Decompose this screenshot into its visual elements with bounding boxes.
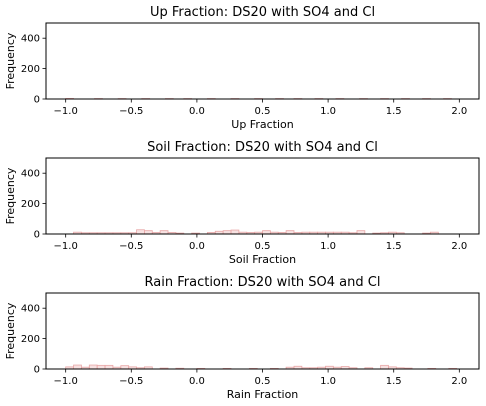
y-tick-label: 400 [21, 169, 40, 180]
chart-title: Rain Fraction: DS20 with SO4 and Cl [145, 275, 381, 290]
y-tick-label: 0 [34, 365, 40, 376]
histogram-bar [137, 230, 145, 234]
y-tick-label: 200 [21, 199, 40, 210]
y-tick-label: 200 [21, 334, 40, 345]
x-tick-label: −0.5 [119, 376, 143, 387]
y-tick-label: 0 [34, 230, 40, 241]
histogram-bar [89, 365, 97, 369]
y-axis-label: Frequency [4, 32, 17, 89]
histogram-bar [357, 231, 365, 234]
y-tick-label: 400 [21, 304, 40, 315]
x-tick-label: 1.5 [386, 241, 402, 252]
chart-title: Soil Fraction: DS20 with SO4 and Cl [147, 140, 378, 155]
histogram-bar [223, 231, 231, 234]
x-tick-label: 2.0 [451, 241, 467, 252]
y-axis-label: Frequency [4, 167, 17, 224]
histogram-bar [286, 231, 294, 234]
x-tick-label: 1.5 [386, 376, 402, 387]
histogram-bar [263, 231, 271, 234]
histogram-bar [97, 365, 105, 369]
histogram-bar [74, 365, 82, 369]
x-tick-label: −0.5 [119, 106, 143, 117]
x-axis-label: Soil Fraction [229, 253, 296, 266]
y-tick-label: 0 [34, 95, 40, 106]
x-tick-label: 1.0 [320, 241, 336, 252]
x-tick-label: −0.5 [119, 241, 143, 252]
histogram-bar [105, 365, 113, 369]
x-tick-label: 1.0 [320, 376, 336, 387]
x-tick-label: 1.5 [386, 106, 402, 117]
x-tick-label: −1.0 [54, 106, 78, 117]
histogram-bar [121, 366, 129, 369]
x-axis-label: Up Fraction [231, 118, 293, 131]
x-tick-label: 0.5 [255, 106, 271, 117]
x-tick-label: 2.0 [451, 376, 467, 387]
y-tick-label: 200 [21, 64, 40, 75]
x-tick-label: 0.0 [189, 376, 205, 387]
x-tick-label: −1.0 [54, 241, 78, 252]
x-tick-label: 2.0 [451, 106, 467, 117]
chart-title: Up Fraction: DS20 with SO4 and Cl [150, 5, 375, 20]
x-tick-label: 0.0 [189, 241, 205, 252]
histogram-bar [160, 231, 168, 234]
histogram-bar [144, 231, 152, 234]
x-tick-label: 0.0 [189, 106, 205, 117]
histogram-bar [231, 230, 239, 234]
histogram-bar [381, 365, 389, 369]
x-tick-label: 0.5 [255, 376, 271, 387]
x-axis-label: Rain Fraction [227, 388, 299, 401]
y-axis-label: Frequency [4, 302, 17, 359]
x-tick-label: 0.5 [255, 241, 271, 252]
y-tick-label: 400 [21, 34, 40, 45]
x-tick-label: −1.0 [54, 376, 78, 387]
x-tick-label: 1.0 [320, 106, 336, 117]
